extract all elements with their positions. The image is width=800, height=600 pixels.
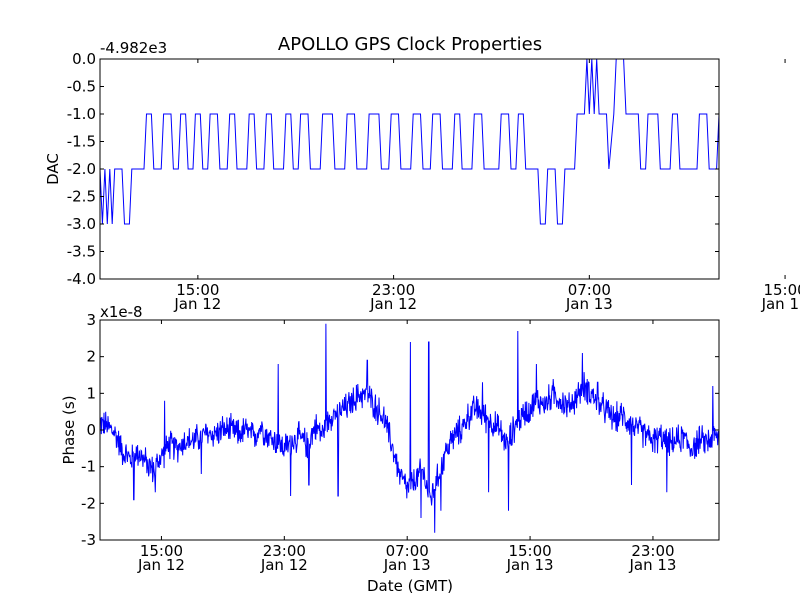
dac-xtick-time: 23:00 [372,281,415,299]
phase-xtick-time: 15:00 [508,542,551,560]
phase-ytick-label: 0 [86,421,96,439]
dac-xtick-date: Jan 12 [173,295,221,313]
phase-offset-text: x1e-8 [100,303,143,321]
phase-xtick-time: 07:00 [386,542,429,560]
dac-ytick-label: -1.0 [67,105,96,123]
phase-xtick-date: Jan 12 [260,556,308,574]
phase-ytick-label: 3 [86,311,96,329]
phase-axes-frame [99,319,720,541]
phase-ytick-label: -3 [81,531,96,549]
x-axis-label: Date (GMT) [367,577,453,595]
phase-ytick-label: -1 [81,458,96,476]
phase-xtick-date: Jan 13 [506,556,554,574]
phase-xtick-time: 23:00 [263,542,306,560]
chart-title: APOLLO GPS Clock Properties [278,34,542,55]
phase-ylabel: Phase (s) [60,395,78,464]
dac-ytick-label: -3.0 [67,215,96,233]
dac-ytick-label: -0.5 [67,78,96,96]
dac-ytick-label: -2.0 [67,160,96,178]
dac-ytick-label: -4.0 [67,270,96,288]
phase-xtick-date: Jan 12 [137,556,185,574]
phase-xtick-date: Jan 13 [628,556,676,574]
dac-xtick-date: Jan 13 [565,295,613,313]
dac-panel: 0.0 -0.5 -1.0 -1.5 -2.0 -2.5 -3.0 -3.5 -4.0 15:00… [44,39,800,313]
phase-xtick-time: 15:00 [140,542,183,560]
dac-ytick-label: -1.5 [67,133,96,151]
phase-ytick-label: 1 [86,384,96,402]
phase-xtick-date: Jan 13 [383,556,431,574]
dac-xtick-date: Jan 12 [369,295,417,313]
dac-ylabel: DAC [44,153,62,185]
phase-ytick-label: -2 [81,494,96,512]
dac-xtick-time: 15:00 [763,281,800,299]
dac-series-line [100,59,719,279]
dac-plot-area: 0.0 -0.5 -1.0 -1.5 -2.0 -2.5 -3.0 -3.5 -4.0 15:00… [67,50,800,313]
dac-ytick-label: 0.0 [72,50,96,68]
dac-xtick-time: 07:00 [568,281,611,299]
dac-xtick-date: Jan 13 [761,295,800,313]
phase-series-line [100,323,719,533]
phase-ytick-label: 2 [86,348,96,366]
dac-xtick-time: 15:00 [176,281,219,299]
dac-ytick-label: -3.5 [67,243,96,261]
dac-offset-text: -4.982e3 [100,39,167,57]
dac-ytick-label: -2.5 [67,188,96,206]
phase-xtick-time: 23:00 [631,542,674,560]
